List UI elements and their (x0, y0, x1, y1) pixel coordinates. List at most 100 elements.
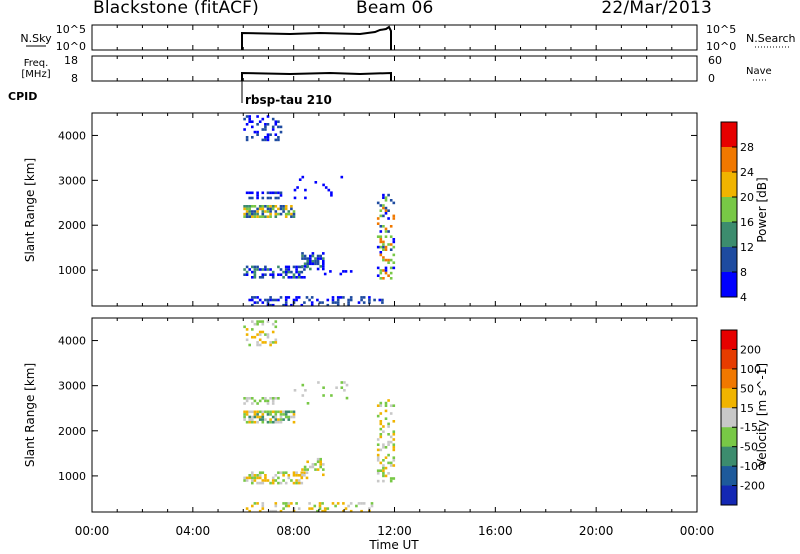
data-cell (376, 479, 380, 483)
data-cell (379, 204, 383, 207)
data-cell (324, 186, 328, 189)
data-cell (248, 120, 251, 123)
data-cell (279, 413, 283, 416)
colorbar-frame (720, 121, 738, 298)
data-cell (382, 469, 385, 472)
data-cell (261, 301, 265, 304)
data-cell (251, 481, 254, 485)
data-cell (245, 265, 249, 269)
data-cell (379, 269, 383, 272)
power-points (243, 115, 396, 307)
data-cell (264, 474, 267, 477)
data-cell (261, 507, 265, 510)
data-cell (271, 341, 275, 344)
data-cell (305, 296, 309, 299)
data-cell (266, 410, 270, 414)
data-cell (284, 207, 288, 211)
data-cell (300, 476, 304, 480)
data-cell (264, 476, 267, 480)
data-cell (266, 191, 270, 195)
data-cell (301, 254, 304, 258)
data-cell (387, 440, 390, 444)
data-cell (376, 453, 380, 457)
data-cell (274, 205, 278, 208)
data-cell (382, 472, 385, 475)
data-cell (271, 420, 275, 424)
data-cell (279, 273, 283, 276)
data-cell (251, 136, 254, 139)
data-cell (251, 418, 254, 421)
data-cell (248, 215, 251, 218)
data-cell (253, 335, 257, 339)
data-cell (243, 128, 246, 131)
data-cell (340, 381, 344, 384)
data-cell (387, 209, 390, 212)
data-cell (306, 262, 309, 266)
data-cell (292, 415, 296, 419)
colorbar-tick-label: 50 (740, 382, 754, 395)
data-cell (376, 438, 380, 441)
colorbar-tick-label: 4 (740, 291, 747, 304)
data-cell (253, 270, 257, 274)
data-cell (303, 257, 307, 260)
data-cell (392, 459, 396, 462)
data-cell (266, 413, 270, 416)
data-cell (306, 265, 309, 268)
data-cell (256, 268, 259, 271)
data-cell (266, 335, 270, 339)
data-cell (261, 215, 265, 218)
data-cell (245, 413, 249, 416)
data-cell (334, 504, 337, 508)
data-cell (264, 215, 267, 218)
data-cell (392, 464, 396, 467)
data-cell (258, 338, 262, 342)
data-cell (382, 256, 385, 259)
data-cell (245, 410, 249, 414)
xtick-label: 12:00 (377, 524, 412, 538)
data-cell (258, 474, 262, 477)
data-cell (349, 502, 353, 505)
data-cell (306, 468, 309, 471)
data-cell (261, 330, 265, 334)
data-cell (293, 188, 297, 192)
data-cell (266, 479, 270, 482)
data-cell (306, 402, 310, 405)
nsearch-tick-bottom: 10^0 (706, 40, 736, 53)
data-cell (258, 330, 262, 334)
data-cell (279, 471, 283, 474)
data-cell (279, 509, 283, 513)
data-cell (292, 420, 296, 424)
data-cell (258, 509, 262, 513)
data-cell (284, 265, 288, 269)
data-cell (284, 273, 288, 276)
data-cell (274, 120, 278, 123)
data-cell (376, 469, 380, 472)
data-cell (284, 303, 288, 307)
data-cell (314, 259, 317, 263)
nsearch-label: N.Search (746, 32, 796, 45)
data-cell (392, 238, 396, 241)
data-cell (248, 418, 251, 421)
data-cell (269, 191, 272, 195)
data-cell (274, 413, 278, 416)
data-cell (264, 397, 267, 400)
freq-trace (241, 71, 392, 81)
data-cell (245, 207, 249, 211)
data-cell (376, 217, 380, 220)
data-cell (274, 341, 278, 344)
data-cell (387, 261, 390, 264)
data-cell (256, 333, 259, 336)
data-cell (264, 298, 267, 302)
data-cell (274, 504, 278, 508)
data-cell (253, 410, 257, 414)
velocity-axes: 1000 2000 3000 4000 (58, 335, 697, 483)
data-cell (266, 320, 270, 323)
data-cell (269, 420, 272, 424)
data-cell (282, 270, 285, 274)
station-title: Blackstone (fitACF) (93, 0, 259, 18)
data-cell (287, 410, 291, 414)
data-cell (318, 507, 322, 510)
data-cell (309, 254, 312, 258)
data-cell (392, 261, 396, 264)
data-cell (303, 468, 307, 471)
